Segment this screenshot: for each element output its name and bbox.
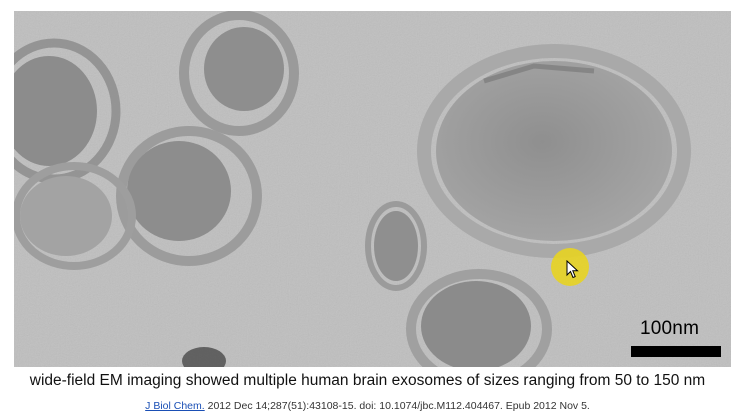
journal-link[interactable]: J Biol Chem. <box>145 400 205 412</box>
citation-doi: doi: 10.1074/jbc.M112.404467. <box>359 400 503 412</box>
exosome-2 <box>179 11 299 136</box>
exosome-bottom <box>406 269 552 367</box>
citation-epub: Epub 2012 Nov 5. <box>505 400 590 412</box>
exosome-large <box>417 44 691 258</box>
citation-details: 2012 Dec 14;287(51):43108-15. <box>207 400 357 412</box>
citation: J Biol Chem. 2012 Dec 14;287(51):43108-1… <box>0 400 735 412</box>
mouse-cursor-icon <box>566 260 579 279</box>
scale-bar-label: 100nm <box>640 318 700 339</box>
em-micrograph <box>14 11 731 367</box>
dark-particle <box>182 347 226 367</box>
scale-bar <box>631 346 721 357</box>
exosome-3 <box>116 126 262 266</box>
exosome-4 <box>14 162 136 270</box>
exosome-small <box>365 201 427 291</box>
figure-caption: wide-field EM imaging showed multiple hu… <box>29 372 706 389</box>
